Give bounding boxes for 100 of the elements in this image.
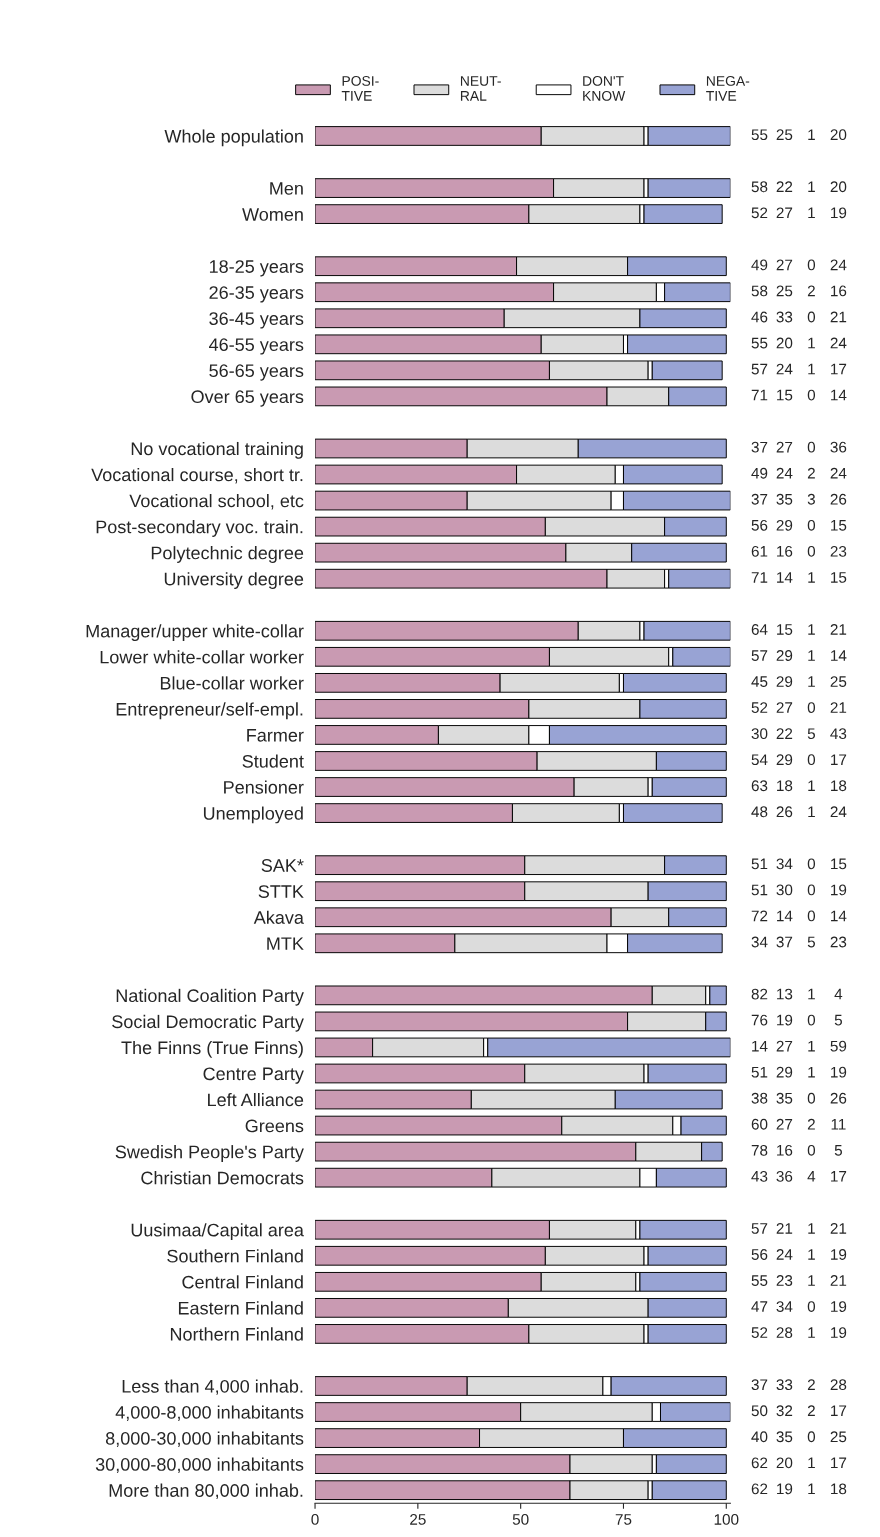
data-label: 19 — [831, 884, 847, 896]
y-tick-label: Akava — [253, 910, 304, 924]
data-label: 23 — [830, 545, 847, 557]
data-label: 15 — [777, 389, 793, 401]
data-label: 57 — [751, 1223, 768, 1234]
data-label: 14 — [752, 1040, 768, 1052]
data-label: 1 — [808, 1066, 815, 1078]
data-label: 19 — [777, 1014, 793, 1026]
data-label: 34 — [776, 1301, 793, 1312]
data-label: 1 — [808, 129, 815, 140]
data-label: 16 — [777, 545, 793, 557]
data-label: 15 — [831, 520, 847, 531]
data-label: 58 — [751, 285, 768, 297]
data-label: 35 — [776, 493, 793, 505]
data-label: 49 — [751, 467, 768, 479]
data-label: 1 — [808, 1327, 815, 1338]
data-label: 22 — [776, 728, 793, 739]
data-label: 21 — [830, 624, 847, 635]
y-tick-label: No vocational training — [131, 441, 303, 459]
data-label: 1 — [808, 572, 815, 583]
y-tick-label: 8,000-30,000 inhabitants — [105, 1431, 304, 1447]
y-tick-label: MTK — [267, 937, 304, 950]
bar — [651, 777, 727, 797]
data-label: 27 — [776, 1040, 793, 1052]
data-label: 1 — [808, 988, 815, 1000]
data-label: 1 — [808, 780, 815, 791]
x-tick-label: 100 — [714, 1514, 739, 1525]
data-label: 17 — [831, 1457, 847, 1469]
y-tick-label: Uusimaa/Capital area — [131, 1223, 304, 1241]
data-label: 47 — [751, 1301, 768, 1312]
data-label: 0 — [807, 1431, 816, 1443]
data-label: 18 — [831, 780, 847, 792]
data-label: 0 — [807, 1014, 816, 1026]
y-tick-label: Post-secondary voc. train. — [96, 520, 303, 537]
data-label: 5 — [834, 1014, 842, 1026]
y-tick-label: The Finns (True Finns) — [121, 1040, 303, 1058]
bar — [647, 1063, 727, 1084]
data-label: 0 — [807, 702, 816, 714]
bar — [651, 360, 723, 381]
data-label: 56 — [751, 1249, 768, 1260]
data-label: 17 — [831, 754, 847, 765]
data-label: 1 — [808, 1457, 815, 1469]
legend-label: POSI- TIVE — [341, 76, 379, 101]
data-label: 63 — [751, 780, 768, 792]
data-label: 52 — [751, 1327, 768, 1339]
data-label: 2 — [807, 285, 815, 297]
data-label: 55 — [751, 129, 768, 141]
data-label: 37 — [776, 936, 793, 948]
bar — [709, 985, 727, 1006]
data-label: 78 — [751, 1144, 768, 1156]
data-label: 25 — [830, 1431, 847, 1443]
y-tick-label: 4,000-8,000 inhabitants — [115, 1405, 304, 1421]
data-label: 29 — [776, 650, 793, 661]
data-label: 33 — [776, 311, 793, 323]
data-label: 51 — [751, 1066, 768, 1078]
data-label: 52 — [751, 702, 768, 714]
data-label: 13 — [777, 988, 793, 1000]
y-tick-label: National Coalition Party — [116, 988, 304, 1006]
data-label: 1 — [808, 1040, 815, 1052]
data-label: 26 — [830, 1092, 847, 1104]
data-label: 22 — [776, 181, 793, 193]
data-label: 19 — [831, 1327, 847, 1339]
bar — [639, 1219, 727, 1240]
data-label: 2 — [807, 1379, 815, 1390]
data-label: 16 — [831, 285, 847, 297]
data-label: 18 — [831, 1483, 847, 1495]
data-label: 35 — [776, 1092, 793, 1104]
bar — [643, 620, 731, 641]
data-label: 0 — [807, 259, 816, 271]
y-tick-label: Women — [242, 208, 303, 221]
bar — [668, 568, 731, 589]
y-tick-label: More than 80,000 inhab. — [109, 1483, 303, 1500]
data-label: 28 — [776, 1327, 793, 1339]
data-label: 25 — [776, 285, 793, 297]
data-label: 0 — [807, 858, 816, 870]
data-label: 58 — [751, 181, 768, 193]
bar — [655, 1454, 727, 1474]
legend-label: DON'T KNOW — [583, 76, 626, 101]
y-tick-label: Northern Finland — [170, 1327, 303, 1341]
data-label: 1 — [808, 181, 815, 193]
bar — [622, 673, 727, 693]
data-label: 23 — [830, 936, 847, 948]
data-label: 0 — [807, 1144, 816, 1156]
data-label: 38 — [751, 1092, 768, 1104]
y-tick-label: 30,000-80,000 inhabitants — [95, 1457, 304, 1473]
data-label: 1 — [808, 1249, 815, 1260]
data-label: 27 — [776, 259, 793, 271]
data-label: 29 — [776, 519, 793, 531]
data-label: 26 — [830, 493, 847, 505]
data-label: 36 — [830, 441, 847, 453]
data-label: 33 — [776, 1379, 793, 1391]
y-tick-label: 26-35 years — [209, 286, 304, 303]
y-tick-label: Student — [242, 754, 304, 768]
data-label: 2 — [807, 467, 815, 479]
data-label: 50 — [751, 1405, 768, 1417]
data-label: 51 — [751, 884, 768, 896]
y-tick-label: Blue-collar worker — [160, 676, 304, 690]
data-label: 23 — [776, 1275, 793, 1286]
data-label: 1 — [808, 363, 815, 375]
data-label: 46 — [751, 311, 768, 323]
